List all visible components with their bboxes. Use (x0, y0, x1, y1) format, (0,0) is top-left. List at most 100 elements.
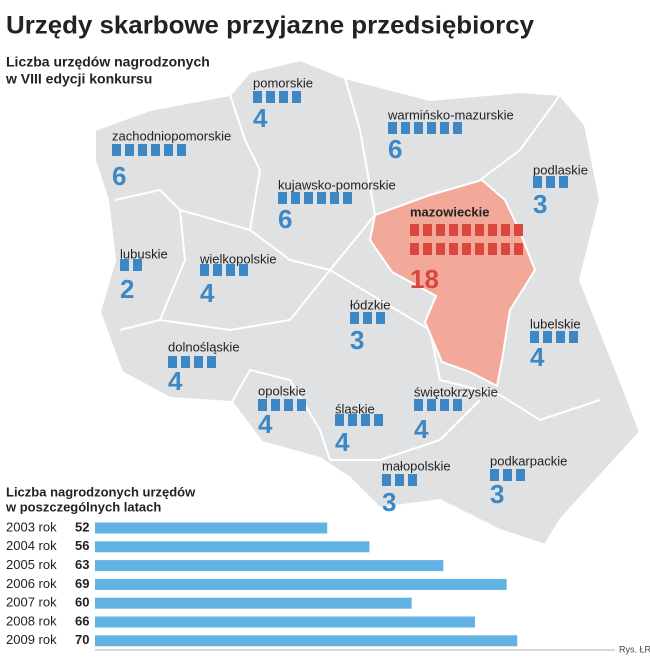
bar (95, 560, 444, 572)
category-label: 2003 rok (6, 519, 57, 534)
region-name: warmińsko-mazurskie (387, 107, 514, 122)
icon (423, 224, 432, 236)
icon (388, 122, 397, 134)
icon (112, 144, 121, 156)
map-title: Liczba urzędów nagrodzonych (6, 54, 210, 70)
region-name: dolnośląskie (168, 339, 240, 354)
region-count: 4 (168, 366, 183, 396)
region-icons (490, 469, 525, 481)
icon (133, 259, 142, 271)
region-count: 4 (414, 414, 429, 444)
region-count: 3 (490, 479, 504, 509)
title: Urzędy skarbowe przyjazne przedsiębiorcy (6, 12, 534, 40)
region-name: śląskie (335, 401, 375, 416)
icon (436, 224, 445, 236)
icon (410, 224, 419, 236)
icon (330, 192, 339, 204)
icon (350, 312, 359, 324)
icon (427, 122, 436, 134)
icon (181, 356, 190, 368)
icon (343, 192, 352, 204)
icon (410, 243, 419, 255)
icon (164, 144, 173, 156)
icon (258, 399, 267, 411)
icon (414, 399, 423, 411)
map-borders (249, 77, 377, 272)
region-count: 6 (112, 161, 126, 191)
region-icons (388, 122, 462, 134)
icon (207, 356, 216, 368)
bar (95, 578, 507, 590)
icon (516, 469, 525, 481)
category-label: 2008 rok (6, 613, 57, 628)
icon (490, 469, 499, 481)
icon (436, 243, 445, 255)
chart-title: w poszczególnych latach (5, 499, 161, 514)
region-name: wielkopolskie (199, 251, 277, 266)
region-icons (120, 259, 142, 271)
bar (95, 541, 370, 553)
icon (239, 264, 248, 276)
icon (514, 243, 523, 255)
icon (453, 122, 462, 134)
icon (284, 399, 293, 411)
icon (427, 399, 436, 411)
icon (266, 91, 275, 103)
region-icons (168, 356, 216, 368)
icon (408, 474, 417, 486)
map-title: w VIII edycji konkursu (5, 71, 152, 87)
icon (200, 264, 209, 276)
icon (423, 243, 432, 255)
region-count: 3 (533, 189, 547, 219)
value-label: 52 (75, 519, 89, 534)
category-label: 2007 rok (6, 595, 57, 610)
region-count: 4 (253, 103, 268, 133)
icon (475, 243, 484, 255)
icon (253, 91, 262, 103)
region-name: świętokrzyskie (414, 384, 498, 399)
region-count: 6 (278, 204, 292, 234)
value-label: 66 (75, 613, 89, 628)
region-icons (533, 176, 568, 188)
region-name: lubuskie (120, 246, 168, 261)
icon (543, 331, 552, 343)
region-icons (253, 91, 301, 103)
icon (226, 264, 235, 276)
region-icons (530, 331, 578, 343)
icon (348, 414, 357, 426)
category-label: 2004 rok (6, 538, 57, 553)
icon (556, 331, 565, 343)
region-name: małopolskie (382, 458, 451, 473)
icon (533, 176, 542, 188)
icon (168, 356, 177, 368)
bar (95, 616, 475, 628)
icon (194, 356, 203, 368)
region-icons (382, 474, 417, 486)
value-label: 70 (75, 632, 89, 647)
icon (361, 414, 370, 426)
region-name: lubelskie (530, 316, 581, 331)
icon (292, 91, 301, 103)
icon (488, 243, 497, 255)
icon (376, 312, 385, 324)
region-icons (350, 312, 385, 324)
region-count: 4 (200, 278, 215, 308)
region-name: zachodniopomorskie (112, 128, 231, 143)
icon (488, 224, 497, 236)
icon (462, 243, 471, 255)
icon (363, 312, 372, 324)
region-count: 3 (382, 487, 396, 517)
region-icons (278, 192, 352, 204)
icon (120, 259, 129, 271)
icon (501, 224, 510, 236)
region-icons (414, 399, 462, 411)
bar (95, 597, 412, 609)
bar (95, 522, 328, 534)
bar (95, 635, 518, 647)
value-label: 69 (75, 576, 89, 591)
region-count: 4 (530, 342, 545, 372)
icon (395, 474, 404, 486)
region-name: podkarpackie (490, 453, 567, 468)
icon (374, 414, 383, 426)
icon (530, 331, 539, 343)
